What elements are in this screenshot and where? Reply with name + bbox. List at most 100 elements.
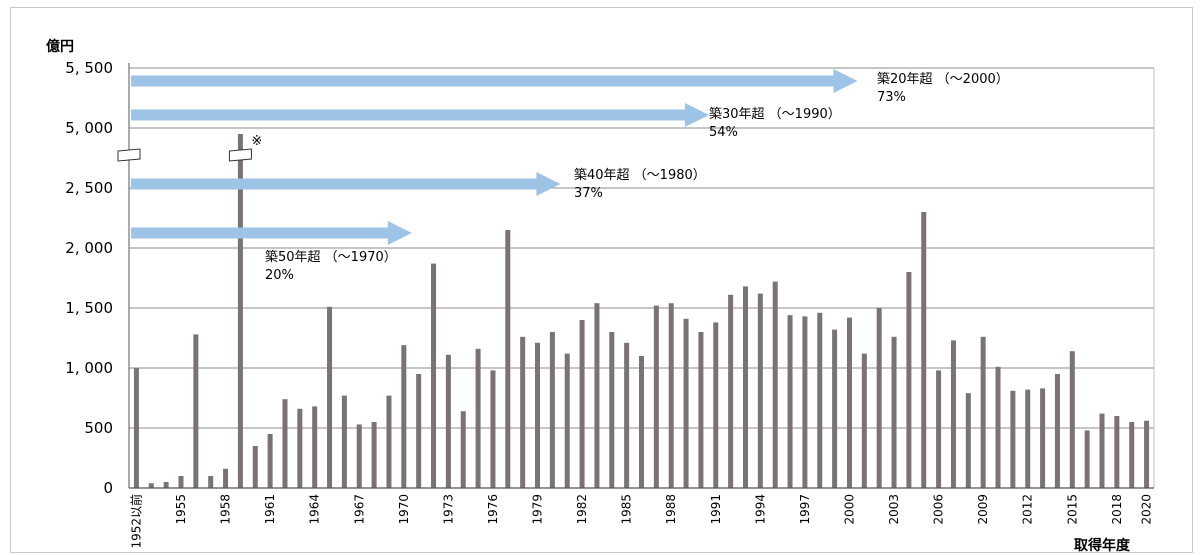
bar bbox=[713, 322, 719, 488]
bar bbox=[386, 395, 392, 488]
arrow-head bbox=[833, 69, 858, 93]
x-tick-label: 2018 bbox=[1110, 494, 1124, 525]
x-tick-label: 2012 bbox=[1021, 494, 1035, 525]
bar bbox=[1099, 413, 1105, 488]
arrow-percent: 37% bbox=[574, 186, 603, 201]
y-tick-label: 5, 000 bbox=[65, 119, 113, 137]
bar bbox=[668, 303, 674, 488]
bar bbox=[445, 354, 451, 488]
bar bbox=[728, 294, 734, 488]
arrow-head bbox=[536, 172, 561, 196]
x-tick-label: 1982 bbox=[575, 494, 589, 525]
y-tick-label: 1, 500 bbox=[65, 299, 113, 317]
x-tick-label: 2009 bbox=[976, 494, 990, 525]
x-tick-label: 2000 bbox=[842, 494, 856, 525]
bar bbox=[237, 134, 243, 488]
x-tick-label: 1970 bbox=[397, 494, 411, 525]
bar bbox=[846, 317, 852, 488]
x-tick-label: 1997 bbox=[798, 494, 812, 525]
bar bbox=[267, 434, 273, 488]
bar-chart: 億円 取得年度 0 500 1, 000 1, 500 2, 000 2, 500 5, 0… bbox=[46, 38, 1155, 552]
arrow-label: 築50年超 （～1970） bbox=[265, 250, 397, 265]
bar bbox=[698, 332, 704, 488]
bar bbox=[906, 272, 912, 488]
bar bbox=[876, 308, 882, 488]
x-tick-label: 1958 bbox=[219, 494, 233, 525]
x-tick-label: 1964 bbox=[308, 494, 322, 525]
y-tick-label: 2, 500 bbox=[65, 179, 113, 197]
axes bbox=[128, 63, 1154, 489]
x-tick-label: 1994 bbox=[753, 494, 767, 525]
bar bbox=[475, 348, 481, 488]
x-tick-label: 1973 bbox=[441, 494, 455, 525]
x-tick-label: 1979 bbox=[531, 494, 545, 525]
bar bbox=[1069, 351, 1075, 488]
bar bbox=[742, 286, 748, 488]
bar bbox=[921, 212, 927, 488]
bar bbox=[208, 476, 214, 488]
bar bbox=[683, 318, 689, 488]
arrow-head bbox=[684, 103, 709, 127]
bar bbox=[936, 370, 942, 488]
age-arrows: 築20年超 （～2000） 73% 築30年超 （～1990） 54% 築40年超 （～… bbox=[131, 69, 1009, 283]
bar bbox=[817, 312, 823, 488]
arrow-head bbox=[387, 221, 412, 245]
bar bbox=[1040, 388, 1046, 488]
bar bbox=[950, 340, 956, 488]
bar bbox=[193, 334, 199, 488]
bar bbox=[995, 366, 1001, 488]
y-axis-ticks: 0 500 1, 000 1, 500 2, 000 2, 500 5, 000 5, 500 bbox=[65, 59, 113, 497]
bar bbox=[163, 482, 169, 488]
bar bbox=[787, 315, 793, 488]
bar bbox=[341, 395, 347, 488]
arrow-percent: 54% bbox=[709, 125, 738, 140]
bars bbox=[133, 134, 1150, 488]
y-tick-label: 1, 000 bbox=[65, 359, 113, 377]
bar bbox=[133, 368, 139, 488]
arrow-percent: 73% bbox=[877, 90, 906, 105]
footnote-mark: ※ bbox=[251, 134, 262, 149]
y-axis-unit: 億円 bbox=[46, 38, 74, 55]
arrow-shaft bbox=[131, 178, 539, 190]
bar bbox=[327, 306, 333, 488]
bar bbox=[312, 406, 318, 488]
bar bbox=[520, 336, 526, 488]
bar bbox=[1129, 422, 1135, 488]
bar bbox=[148, 483, 154, 488]
bar bbox=[891, 336, 897, 488]
bar bbox=[178, 476, 184, 488]
bar bbox=[1114, 416, 1120, 488]
axis-break-marks: ※ bbox=[117, 134, 262, 162]
x-tick-label: 1952以前 bbox=[128, 494, 143, 549]
x-tick-label: 1991 bbox=[709, 494, 723, 525]
arrow-shaft bbox=[131, 75, 836, 87]
chart-frame: 億円 取得年度 0 500 1, 000 1, 500 2, 000 2, 500 5, 0… bbox=[10, 7, 1193, 553]
bar bbox=[282, 399, 288, 488]
x-axis-title: 取得年度 bbox=[1074, 537, 1131, 552]
bar bbox=[861, 353, 867, 488]
bar bbox=[356, 424, 362, 488]
bar bbox=[594, 303, 600, 488]
x-tick-label: 1985 bbox=[620, 494, 634, 525]
bar bbox=[757, 293, 763, 488]
arrow-label: 築40年超 （～1980） bbox=[574, 168, 706, 183]
arrow-label: 築30年超 （～1990） bbox=[709, 107, 841, 122]
bar bbox=[832, 329, 838, 488]
bar bbox=[802, 316, 808, 488]
axis-break-mark bbox=[228, 148, 252, 162]
arrow-percent: 20% bbox=[265, 268, 294, 283]
bar bbox=[252, 446, 258, 488]
bar bbox=[579, 320, 585, 488]
y-tick-label: 0 bbox=[103, 479, 113, 497]
bar bbox=[609, 332, 615, 488]
bar bbox=[772, 281, 778, 488]
x-tick-label: 2006 bbox=[932, 494, 946, 525]
x-tick-label: 2020 bbox=[1140, 494, 1154, 525]
bar bbox=[965, 393, 971, 488]
bar bbox=[980, 336, 986, 488]
arrow-shaft bbox=[131, 227, 390, 239]
bar bbox=[653, 305, 659, 488]
x-tick-label: 1967 bbox=[352, 494, 366, 525]
bar bbox=[460, 411, 466, 488]
bar bbox=[1084, 430, 1090, 488]
